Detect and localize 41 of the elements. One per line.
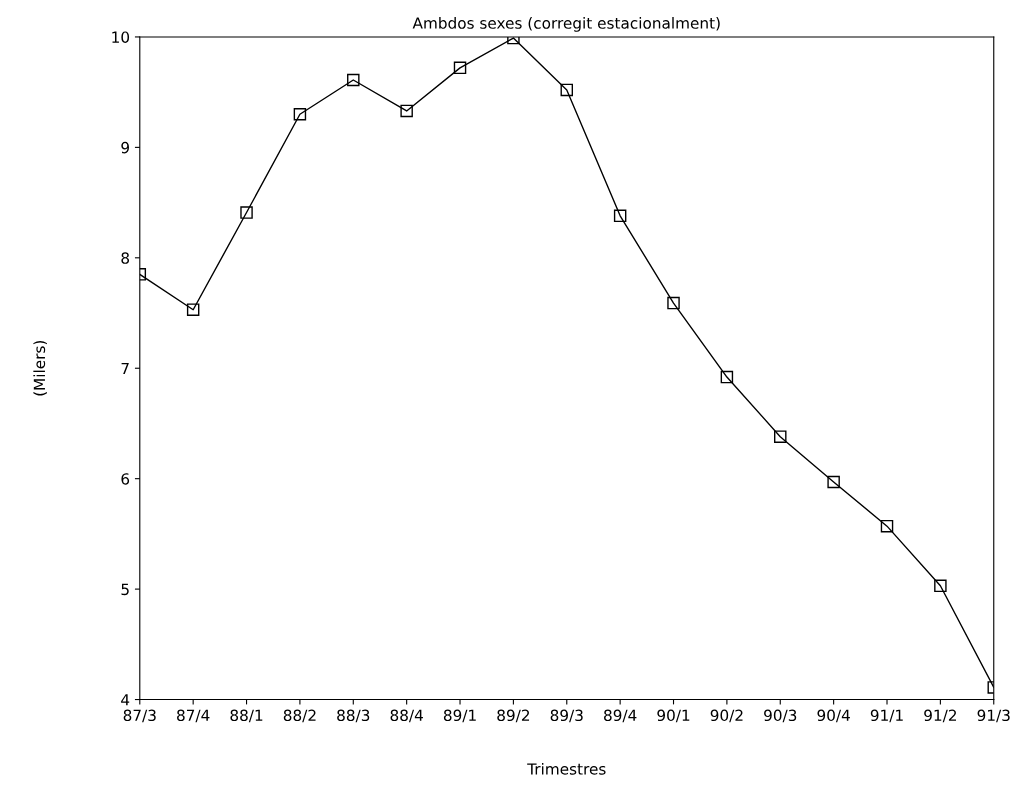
point	[347, 73, 360, 87]
point	[293, 107, 307, 121]
y-tick-label: 8	[121, 252, 130, 264]
y-tick-label: 6	[121, 473, 130, 485]
point	[720, 370, 734, 384]
x-tick-label: 88/3	[337, 709, 370, 723]
x-tick-label: 90/1	[657, 709, 690, 723]
x-tick-label: 88/2	[283, 709, 316, 723]
point	[934, 579, 947, 593]
y-tick-label: 10	[112, 31, 130, 43]
point	[453, 61, 467, 75]
y-tick-label: 4	[121, 694, 130, 706]
x-tick-label: 87/4	[177, 709, 210, 723]
x-tick-label: 90/3	[764, 709, 797, 723]
x-tick-label: 88/4	[390, 709, 423, 723]
y-tick-label: 5	[121, 583, 129, 596]
point	[186, 303, 200, 316]
x-tick-label: 87/3	[123, 709, 156, 723]
point	[774, 430, 787, 443]
point	[827, 475, 840, 489]
point	[240, 206, 253, 219]
x-tick-label: 89/3	[550, 709, 583, 723]
x-tick-label: 91/3	[977, 709, 1010, 723]
x-tick-label: 90/2	[710, 709, 743, 723]
point	[613, 209, 627, 223]
y-tick-label: 9	[121, 141, 129, 154]
x-tick-label: 90/4	[817, 709, 850, 723]
y-tick-label: 7	[121, 362, 129, 375]
x-tick-label: 89/2	[497, 709, 530, 723]
point	[400, 104, 413, 118]
y-axis-title: (Milers)	[33, 340, 47, 396]
x-axis-title: Trimestres	[527, 762, 606, 775]
point	[560, 83, 574, 97]
x-tick-label: 89/4	[604, 709, 637, 723]
x-tick-label: 88/1	[230, 709, 263, 723]
x-tick-label: 91/2	[924, 709, 956, 723]
x-tick-label: 89/1	[443, 709, 476, 723]
x-tick-label: 91/1	[870, 709, 903, 723]
chart-title: Ambdos sexes (corregit estacionalment)	[412, 17, 720, 32]
point	[667, 296, 680, 310]
point	[880, 519, 894, 533]
